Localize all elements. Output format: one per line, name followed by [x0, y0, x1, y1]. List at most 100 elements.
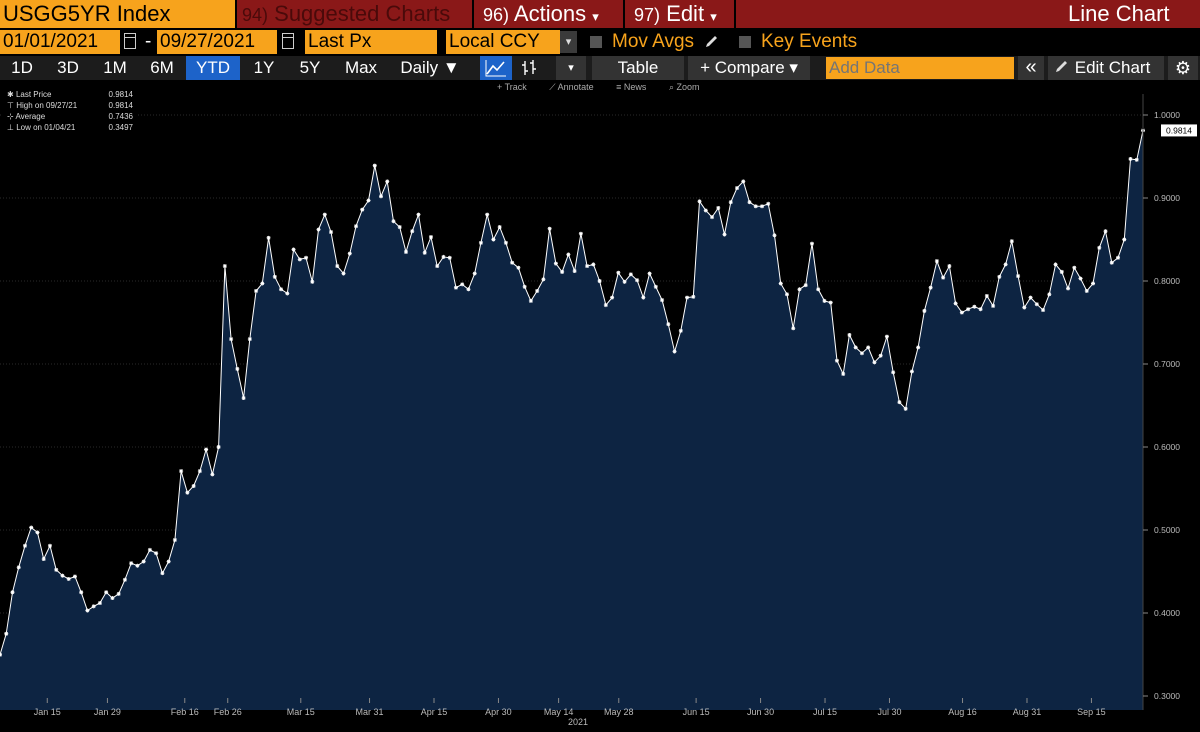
x-tick-label: Feb 16 [171, 707, 199, 717]
line-chart-type-button[interactable] [480, 56, 512, 80]
add-data-input[interactable] [826, 57, 1014, 79]
price-point [428, 235, 433, 240]
price-point [241, 396, 246, 401]
x-tick-label: Jul 15 [813, 707, 837, 717]
price-point [1034, 302, 1039, 307]
price-point [666, 322, 671, 327]
price-point [859, 351, 864, 356]
currency-selector[interactable]: Local CCY [446, 30, 560, 54]
price-point [29, 525, 34, 530]
price-point [391, 219, 396, 224]
annotate-tool[interactable]: ⟋ Annotate [549, 82, 594, 92]
end-date-field[interactable]: 09/27/2021 [157, 30, 277, 54]
price-point [1059, 269, 1064, 274]
price-point [578, 231, 583, 236]
range-max-button[interactable]: Max [344, 58, 378, 77]
actions-menu[interactable]: 96) Actions ▾ [483, 0, 599, 28]
legend-last-price: ✱ Last Price 0.9814 [7, 89, 133, 100]
range-1d-button[interactable]: 1D [11, 58, 33, 77]
price-point [866, 345, 871, 350]
legend-high-icon: ⊤ [7, 101, 17, 110]
line-chart-icon [485, 60, 506, 77]
edit-chart-label: Edit Chart [1074, 58, 1151, 77]
price-point [229, 337, 234, 342]
price-point [1097, 245, 1102, 250]
suggested-charts-menu[interactable]: 94) Suggested Charts [242, 0, 450, 28]
calendar-icon[interactable] [124, 33, 136, 49]
chart-type-dropdown[interactable]: ▾ [556, 56, 586, 80]
price-point [316, 227, 321, 232]
price-point [447, 255, 452, 260]
price-point [297, 257, 302, 262]
price-point [1003, 262, 1008, 267]
price-point [916, 345, 921, 350]
price-point [410, 229, 415, 234]
y-tick-label: 0.5000 [1154, 525, 1180, 535]
price-point [466, 287, 471, 292]
x-tick-label: Jan 15 [34, 707, 61, 717]
price-point [453, 285, 458, 290]
x-tick-label: Aug 31 [1013, 707, 1042, 717]
key-events-checkbox[interactable] [739, 36, 751, 48]
price-chart[interactable]: 1.0000 0.9000 0.8000 0.7000 0.6000 0.5000 0.40… [0, 80, 1200, 732]
price-point [185, 490, 190, 495]
price-point [122, 577, 127, 582]
mov-avgs-label[interactable]: Mov Avgs [612, 31, 695, 52]
collapse-toolbar-button[interactable]: « [1018, 56, 1044, 80]
settings-gear-icon[interactable]: ⚙ [1168, 56, 1198, 80]
currency-dropdown-icon[interactable]: ▾ [560, 31, 577, 53]
range-1m-button[interactable]: 1M [103, 58, 127, 77]
zoom-tool[interactable]: ⌕ Zoom [668, 82, 700, 92]
mov-avgs-checkbox[interactable] [590, 36, 602, 48]
chart-type-title: Line Chart [1068, 1, 1170, 26]
price-point [491, 237, 496, 242]
price-point [766, 201, 771, 206]
x-tick-label: Mar 31 [356, 707, 384, 717]
price-point [728, 200, 733, 205]
price-point [222, 264, 227, 269]
edit-chart-button[interactable]: Edit Chart [1048, 56, 1164, 80]
range-5y-button[interactable]: 5Y [299, 58, 321, 77]
news-tool[interactable]: ≡ News [616, 82, 647, 92]
price-point [347, 251, 352, 256]
pencil-icon[interactable] [704, 35, 720, 49]
table-button[interactable]: Table [592, 56, 684, 80]
pencil-icon [1056, 61, 1067, 72]
range-3d-button[interactable]: 3D [57, 58, 79, 77]
price-point [1022, 305, 1027, 310]
x-tick-label: May 14 [544, 707, 574, 717]
price-point [972, 304, 977, 309]
actions-caret-icon: ▾ [592, 9, 599, 24]
price-point [903, 406, 908, 411]
price-point [335, 264, 340, 269]
legend-box: ✱ Last Price 0.9814 ⊤ High on 09/27/21 0… [3, 89, 136, 135]
field-selector[interactable]: Last Px [305, 30, 437, 54]
price-area-fill [0, 130, 1143, 710]
ticker-field[interactable]: USGG5YR Index [0, 0, 235, 28]
range-6m-button[interactable]: 6M [150, 58, 174, 77]
compare-button[interactable]: + Compare ▾ [688, 56, 810, 80]
frequency-selector[interactable]: Daily ▼ [400, 58, 460, 77]
price-point [1066, 286, 1071, 291]
track-tool[interactable]: + Track [497, 82, 527, 92]
range-ytd-button[interactable]: YTD [186, 56, 240, 80]
price-point [697, 199, 702, 204]
annotate-label: Annotate [557, 82, 594, 92]
price-point [197, 469, 202, 474]
start-date-field[interactable]: 01/01/2021 [0, 30, 120, 54]
price-point [116, 591, 121, 596]
calendar-icon[interactable] [282, 33, 294, 49]
price-point [803, 283, 808, 288]
price-point [172, 537, 177, 542]
key-events-label[interactable]: Key Events [761, 31, 858, 52]
price-point [872, 360, 877, 365]
price-point [722, 232, 727, 237]
price-point [1047, 292, 1052, 297]
price-point [647, 271, 652, 276]
price-point [91, 604, 96, 609]
edit-menu[interactable]: 97) Edit ▾ [634, 0, 717, 28]
range-1y-button[interactable]: 1Y [253, 58, 275, 77]
bar-chart-type-button[interactable] [514, 56, 544, 80]
price-point [984, 293, 989, 298]
price-point [503, 240, 508, 245]
